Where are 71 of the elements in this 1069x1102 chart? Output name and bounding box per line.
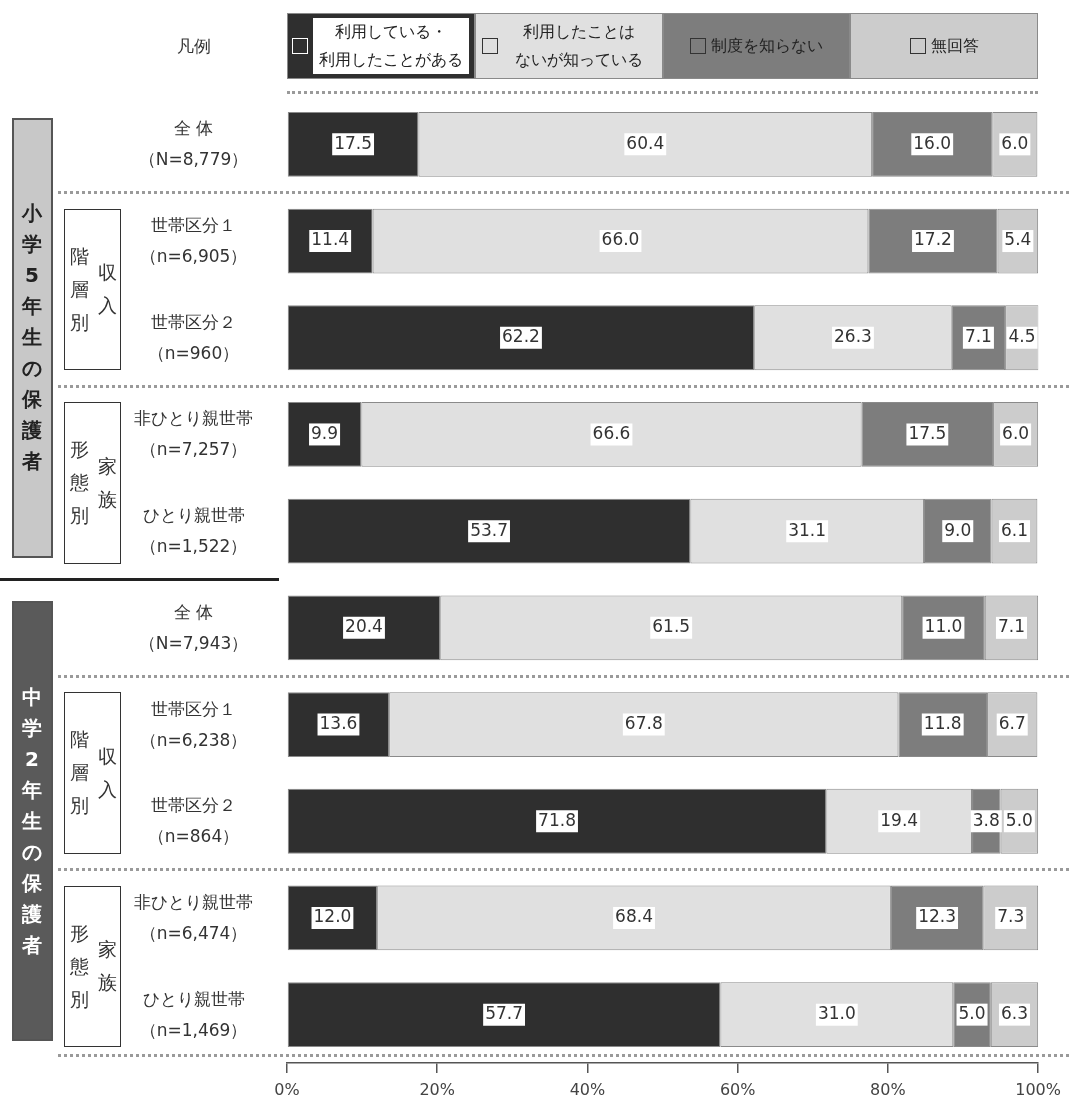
text: 形態別: [69, 437, 89, 529]
text: 階層別: [69, 727, 89, 819]
data-label: 17.5: [908, 422, 947, 443]
data-label: 67.8: [624, 712, 663, 733]
data-label: 16.0: [913, 132, 952, 153]
text: 収入: [97, 260, 117, 319]
text: 利用している・利用したことがある: [313, 18, 470, 74]
data-label: 71.8: [538, 809, 576, 830]
text: 家族: [97, 453, 117, 512]
x-tick-label: 60%: [719, 1079, 756, 1099]
data-label: 9.0: [944, 519, 972, 540]
data-label: 11.4: [311, 229, 350, 250]
legend-label: 利用したことはないが知っている: [514, 21, 645, 71]
data-label: 7.1: [964, 326, 992, 347]
legend-label: 無回答: [930, 35, 979, 57]
y-tick-label: ひとり親世帯（n=1,469）: [138, 987, 249, 1042]
text: 中学2年生の保護者: [22, 684, 42, 957]
data-label: 26.3: [834, 326, 872, 347]
data-label: 6.7: [998, 712, 1026, 733]
y-tick-label: ひとり親世帯（n=1,522）: [138, 504, 249, 559]
x-tick-label: 80%: [870, 1079, 906, 1099]
y-tick-label: 非ひとり親世帯（n=7,257）: [133, 407, 254, 462]
data-label: 31.0: [817, 1003, 856, 1024]
data-label: 5.4: [1004, 229, 1032, 250]
data-label: 17.2: [914, 229, 952, 250]
data-label: 12.0: [313, 906, 352, 927]
x-tick-label: 40%: [569, 1079, 606, 1099]
data-label: 53.7: [470, 519, 508, 540]
data-label: 7.1: [997, 616, 1025, 637]
data-label: 11.0: [924, 616, 963, 637]
data-label: 7.3: [997, 906, 1025, 927]
y-tick-label: 世帯区分１（n=6,238）: [138, 697, 249, 752]
text: 小学5年生の保護者: [22, 201, 42, 474]
data-label: 12.3: [918, 906, 957, 927]
legend-title: 凡例: [176, 34, 211, 58]
data-label: 61.5: [652, 616, 691, 637]
data-label: 62.2: [502, 326, 540, 347]
y-tick-label: 世帯区分２（n=960）: [146, 310, 241, 365]
data-label: 11.8: [923, 712, 962, 733]
data-label: 20.4: [345, 616, 383, 637]
data-label: 6.0: [1001, 132, 1029, 153]
data-label: 17.5: [334, 132, 373, 153]
x-tick-label: 20%: [419, 1079, 456, 1099]
data-label: 5.0: [1005, 809, 1033, 830]
y-tick-label: 世帯区分１（n=6,905）: [138, 214, 249, 269]
data-label: 66.0: [601, 229, 640, 250]
data-label: 19.4: [880, 809, 919, 830]
data-label: 31.1: [788, 519, 827, 540]
y-tick-label: 全 体（N=7,943）: [137, 600, 250, 655]
data-label: 6.1: [1000, 519, 1028, 540]
y-tick-label: 世帯区分２（n=864）: [146, 794, 241, 849]
data-label: 9.9: [311, 422, 339, 443]
data-label: 60.4: [626, 132, 665, 153]
data-label: 57.7: [485, 1003, 524, 1024]
data-label: 68.4: [615, 906, 653, 927]
text: 収入: [97, 743, 117, 802]
y-tick-label: 全 体（N=8,779）: [137, 117, 250, 172]
text: 形態別: [69, 920, 89, 1012]
data-label: 3.8: [972, 809, 1000, 830]
data-label: 6.0: [1002, 422, 1030, 443]
data-label: 5.0: [958, 1003, 986, 1024]
x-tick-label: 100%: [1015, 1079, 1061, 1099]
data-label: 6.3: [1000, 1003, 1028, 1024]
y-tick-label: 非ひとり親世帯（n=6,474）: [133, 890, 254, 945]
text: 階層別: [69, 243, 89, 335]
data-label: 13.6: [319, 712, 358, 733]
x-tick-label: 0%: [274, 1079, 300, 1099]
legend-label: 制度を知らない: [710, 35, 823, 57]
text: 家族: [97, 937, 117, 996]
data-label: 4.5: [1008, 326, 1036, 347]
data-label: 66.6: [592, 422, 631, 443]
